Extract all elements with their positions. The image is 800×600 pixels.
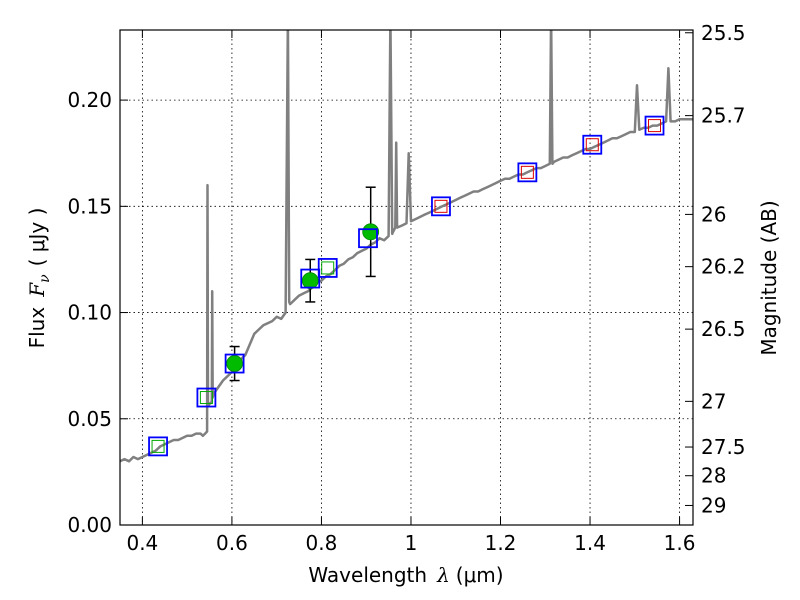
y-axis-magnitude: 25.5 25.7 26 26.2 26.5 27 27.5 28 29 <box>685 21 746 517</box>
x-axis-title: Wavelength λ (μm) <box>308 563 503 587</box>
mag-tick-label: 28 <box>701 464 726 488</box>
model-band-square <box>517 162 538 183</box>
mag-tick-label: 25.5 <box>701 21 746 45</box>
mag-tick-label: 29 <box>701 493 726 517</box>
x-tick-label: 1.6 <box>664 531 696 555</box>
x-tick-label: 1.2 <box>485 531 517 555</box>
mag-tick-label: 27.5 <box>701 435 746 459</box>
sed-line <box>120 30 693 463</box>
synthetic-band-square <box>151 439 165 453</box>
model-band-square <box>224 353 245 374</box>
synthetic-band-square <box>199 391 213 405</box>
model-band-square <box>358 228 378 249</box>
x-axis: 0.4 0.6 0.8 1 1.2 1.4 1.6 <box>126 30 695 555</box>
x-tick-label: 1 <box>405 531 418 555</box>
y-tick-label: 0.05 <box>67 407 112 431</box>
y-tick-label: 0.20 <box>67 88 112 112</box>
synthetic-band-square <box>648 119 662 133</box>
y-tick-label: 0.00 <box>67 513 112 537</box>
model-band-square <box>317 258 338 278</box>
plot-area <box>120 30 693 463</box>
x-tick-label: 0.4 <box>126 531 158 555</box>
observed-point <box>301 272 319 290</box>
y-tick-label: 0.10 <box>67 301 112 325</box>
mag-tick-label: 26.5 <box>701 317 746 341</box>
model-band-square <box>644 115 665 136</box>
grid <box>120 30 693 526</box>
y-tick-label: 0.15 <box>67 194 112 218</box>
y2-axis-title: Magnitude (AB) <box>757 200 781 355</box>
model-band-square <box>196 387 217 408</box>
model-band-square <box>582 134 603 155</box>
synthetic-band-square <box>520 165 534 179</box>
observed-point <box>226 355 244 372</box>
mag-tick-label: 26.2 <box>701 255 746 279</box>
mag-tick-label: 25.7 <box>701 104 746 128</box>
mag-tick-label: 26 <box>701 202 726 226</box>
mag-tick-label: 27 <box>701 389 726 413</box>
x-tick-label: 0.6 <box>216 531 248 555</box>
y-axis-title: FluxFν( μJy ) <box>25 208 53 349</box>
model-band-square <box>300 268 321 289</box>
y-axis-flux: 0.00 0.05 0.10 0.15 0.20 <box>67 88 128 537</box>
x-tick-label: 0.8 <box>306 531 338 555</box>
synthetic-band-square <box>321 261 335 275</box>
observed-point <box>362 223 380 241</box>
synthetic-band-square <box>585 138 599 152</box>
synthetic-band-square <box>434 199 448 213</box>
model-band-square <box>148 436 168 457</box>
model-band-square <box>431 196 451 217</box>
x-tick-label: 1.4 <box>574 531 606 555</box>
plot-frame <box>119 29 694 526</box>
